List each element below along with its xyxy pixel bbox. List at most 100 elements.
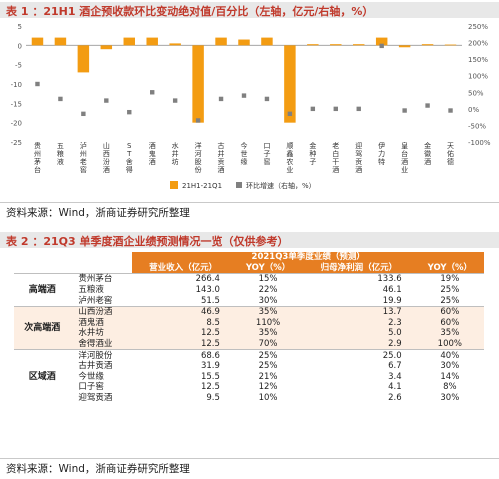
divider-1 bbox=[0, 202, 499, 203]
scatter-point bbox=[264, 96, 270, 102]
x-tick-label: 金种子 bbox=[309, 141, 316, 166]
profit-yoy: 19% bbox=[415, 273, 484, 285]
left-axis: 5 0 -5 -10 -15 -20 -25 bbox=[11, 23, 22, 147]
chart-legend: 21H1-21Q1 环比增速（右轴，%） bbox=[170, 181, 316, 190]
profit-value: 2.6 bbox=[388, 393, 402, 404]
scatter-point bbox=[402, 108, 407, 113]
header-revenue-yoy: YOY（%） bbox=[233, 262, 303, 274]
bar bbox=[398, 45, 411, 48]
table-row: 今世缘 15.5 21% 3.4 14% bbox=[14, 371, 484, 383]
profit-yoy: 60% bbox=[415, 305, 484, 318]
forecast-table-body: 高端酒 贵州茅台 266.4 15% 133.6 19% 五粮液 143.0 22% 46.1 25… bbox=[14, 273, 484, 404]
bar bbox=[169, 43, 181, 46]
profit-yoy: 35% bbox=[440, 328, 460, 339]
left-tick-label: -10 bbox=[11, 81, 22, 89]
blank-corner bbox=[14, 252, 71, 274]
x-tick-label: 水井坊 bbox=[172, 141, 179, 166]
scatter-point bbox=[104, 98, 109, 103]
company-name: 五粮液 bbox=[78, 285, 104, 296]
table-row: 水井坊 12.5 35% 5.0 35% bbox=[14, 328, 484, 339]
scatter-point bbox=[172, 98, 178, 103]
header-revenue: 营业收入（亿元） bbox=[132, 262, 234, 274]
left-tick-label: 0 bbox=[18, 42, 22, 50]
x-tick-label: 天佑德 bbox=[447, 142, 454, 166]
scatter-point bbox=[195, 118, 201, 123]
profit-yoy: 30% bbox=[440, 393, 460, 404]
scatter-point bbox=[448, 108, 453, 113]
company-name: 贵州茅台 bbox=[70, 273, 133, 285]
x-tick-label: 山西汾酒 bbox=[103, 141, 110, 174]
x-tick-label: 酒鬼酒 bbox=[149, 142, 156, 166]
profit-value: 6.7 bbox=[388, 361, 402, 372]
right-tick-label: 200% bbox=[468, 40, 488, 48]
company-name: 口子窖 bbox=[78, 382, 104, 393]
profit-yoy: 40% bbox=[415, 349, 484, 361]
revenue-value: 266.4 bbox=[132, 273, 234, 285]
profit-value: 3.4 bbox=[388, 371, 402, 382]
bar bbox=[31, 37, 44, 46]
company-name: 洋河股份 bbox=[70, 349, 133, 361]
scatter-point bbox=[218, 96, 224, 102]
table-row: 五粮液 143.0 22% 46.1 25% bbox=[14, 284, 484, 296]
legend-swatch-point bbox=[236, 182, 242, 188]
scatter-point bbox=[81, 111, 86, 117]
profit-yoy: 25% bbox=[440, 295, 460, 306]
bar bbox=[100, 45, 113, 50]
table-row: 泸州老窖 51.5 30% 19.9 25% bbox=[14, 295, 484, 307]
scatter-series bbox=[35, 43, 453, 123]
legend-swatch-bar bbox=[170, 181, 178, 189]
profit-yoy: 8% bbox=[443, 382, 457, 393]
revenue-value: 31.9 bbox=[200, 361, 220, 372]
scatter-point bbox=[35, 81, 40, 87]
scatter-point bbox=[425, 103, 430, 108]
divider-2 bbox=[0, 458, 499, 459]
bar bbox=[146, 37, 158, 46]
right-tick-label: -100% bbox=[468, 139, 491, 147]
profit-value: 4.1 bbox=[388, 382, 402, 393]
header-top: 2021Q3单季度业绩（预测） bbox=[132, 252, 484, 263]
revenue-yoy: 30% bbox=[258, 295, 278, 306]
profit-value: 2.3 bbox=[388, 317, 402, 328]
company-name: 泸州老窖 bbox=[78, 295, 113, 306]
bar bbox=[238, 39, 250, 46]
bar bbox=[375, 37, 388, 46]
revenue-yoy: 35% bbox=[233, 305, 303, 318]
group-label: 次高端酒 bbox=[14, 305, 71, 350]
x-tick-label: 五粮液 bbox=[57, 142, 64, 166]
group-label: 区域酒 bbox=[14, 349, 71, 404]
blank-corner-2 bbox=[70, 252, 133, 274]
x-tick-label: 皇台酒业 bbox=[401, 141, 408, 174]
bar bbox=[421, 44, 434, 46]
profit-value: 5.0 bbox=[388, 328, 402, 339]
table-row: 区域酒 洋河股份 68.6 25% 25.0 40% bbox=[14, 349, 484, 404]
company-name: 山西汾酒 bbox=[70, 305, 133, 318]
x-tick-label: 泸州老窖 bbox=[80, 141, 87, 174]
company-name: 迎驾贡酒 bbox=[78, 393, 113, 404]
revenue-yoy: 21% bbox=[258, 371, 278, 382]
revenue-yoy: 15% bbox=[233, 273, 303, 285]
revenue-yoy: 22% bbox=[258, 285, 278, 296]
company-name: 舍得酒业 bbox=[78, 339, 113, 350]
header-profit: 归母净利润（亿元） bbox=[302, 262, 416, 274]
bar bbox=[307, 44, 319, 46]
group-label: 高端酒 bbox=[14, 273, 71, 307]
profit-yoy: 100% bbox=[437, 339, 462, 350]
right-tick-label: 150% bbox=[468, 56, 488, 64]
revenue-value: 46.9 bbox=[132, 305, 234, 318]
x-tick-label: 洋河股份 bbox=[195, 141, 202, 174]
scatter-point bbox=[356, 106, 361, 112]
x-tick-label: 古井贡酒 bbox=[218, 141, 225, 174]
table-row: 次高端酒 山西汾酒 46.9 35% 13.7 60% bbox=[14, 305, 484, 350]
table2-title-bar: 表 2 ：21Q3 单季度酒企业绩预测情况一览（仅供参考） bbox=[0, 232, 499, 248]
bar bbox=[330, 44, 342, 46]
scatter-point bbox=[241, 93, 247, 98]
bar bbox=[444, 44, 457, 46]
x-tick-label: 迎驾贡酒 bbox=[355, 141, 362, 174]
revenue-yoy: 12% bbox=[258, 382, 278, 393]
right-tick-label: 250% bbox=[468, 23, 488, 31]
x-tick-label: S T 舍得 bbox=[126, 142, 133, 174]
source-note-2: 资料来源：Wind，浙商证券研究所整理 bbox=[6, 463, 190, 475]
revenue-value: 8.5 bbox=[206, 317, 220, 328]
predeposit-chart: 5 0 -5 -10 -15 -20 -25 250% 200% 150% 100% 50% 0% -5… bbox=[11, 23, 491, 190]
bar-series bbox=[31, 37, 457, 123]
